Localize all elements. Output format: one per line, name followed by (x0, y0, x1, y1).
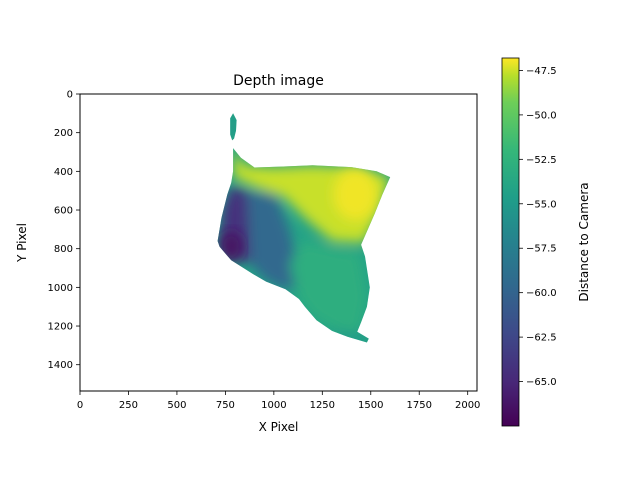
colorbar-tick-label: −60.0 (526, 288, 557, 299)
colorbar-tick-label: −47.5 (526, 66, 557, 77)
colorbar-tick-label: −65.0 (526, 377, 557, 388)
y-tick-label: 200 (54, 128, 73, 139)
x-tick-label: 0 (77, 400, 83, 411)
colorbar-label: Distance to Camera (577, 182, 591, 301)
colorbar-tick-label: −62.5 (526, 333, 557, 344)
depth-region-bottom-tail (332, 328, 369, 342)
colorbar-tick-label: −57.5 (526, 244, 557, 255)
x-tick-label: 250 (119, 400, 138, 411)
y-axis: 0 200 400 600 800 1000 1200 1400 (48, 90, 80, 371)
colorbar-tick-label: −55.0 (526, 199, 557, 210)
depth-region-top-spike (229, 113, 237, 139)
colorbar-tick-label: −52.5 (526, 155, 557, 166)
y-tick-label: 1200 (48, 322, 73, 333)
depth-region-bright-core (333, 168, 378, 221)
colorbar-ticks: −47.5 −50.0 −52.5 −55.0 −57.5 −60.0 −62.5 −65.0 (519, 66, 557, 388)
x-tick-label: 2000 (455, 400, 480, 411)
y-tick-label: 1000 (48, 283, 73, 294)
x-axis: 0 250 500 750 1000 1250 1500 1750 2000 (77, 391, 480, 411)
x-tick-label: 1000 (261, 400, 286, 411)
x-axis-label: X Pixel (259, 420, 299, 434)
x-tick-label: 500 (167, 400, 186, 411)
y-tick-label: 0 (67, 90, 73, 101)
x-tick-label: 1250 (310, 400, 335, 411)
x-tick-label: 750 (216, 400, 235, 411)
y-tick-label: 1400 (48, 360, 73, 371)
colorbar (501, 57, 520, 427)
chart-title: Depth image (233, 73, 324, 89)
y-tick-label: 400 (54, 167, 73, 178)
x-tick-label: 1750 (407, 400, 432, 411)
x-tick-label: 1500 (358, 400, 383, 411)
depth-region-right-lower-green (289, 241, 367, 334)
axes-frame (79, 93, 478, 392)
depth-region-center-blue-column (246, 190, 303, 290)
colorbar-tick-label: −50.0 (526, 110, 557, 121)
y-axis-label: Y Pixel (15, 223, 29, 263)
y-tick-label: 800 (54, 244, 73, 255)
y-tick-label: 600 (54, 206, 73, 217)
